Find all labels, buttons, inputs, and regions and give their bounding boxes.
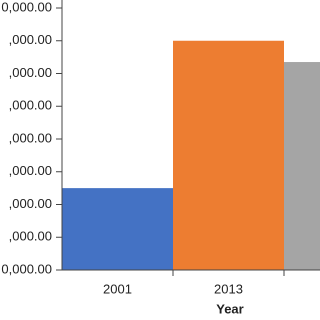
x-tick-label: 2013 xyxy=(214,281,243,296)
y-tick-label: 0,000.00 xyxy=(1,261,52,276)
y-tick-label: ,000.00 xyxy=(9,98,52,113)
y-tick-label: ,000.00 xyxy=(9,65,52,80)
bar xyxy=(173,40,284,270)
x-tick-label: 2001 xyxy=(103,281,132,296)
y-tick-label: ,000.00 xyxy=(9,32,52,47)
y-tick-label: ,000.00 xyxy=(9,163,52,178)
x-axis-title: Year xyxy=(216,301,243,316)
y-tick-label: ,000.00 xyxy=(9,229,52,244)
bar xyxy=(284,62,320,270)
y-tick-label: 0,000.00 xyxy=(1,0,52,14)
bar xyxy=(62,188,173,270)
y-tick-label: ,000.00 xyxy=(9,196,52,211)
y-tick-label: ,000.00 xyxy=(9,130,52,145)
